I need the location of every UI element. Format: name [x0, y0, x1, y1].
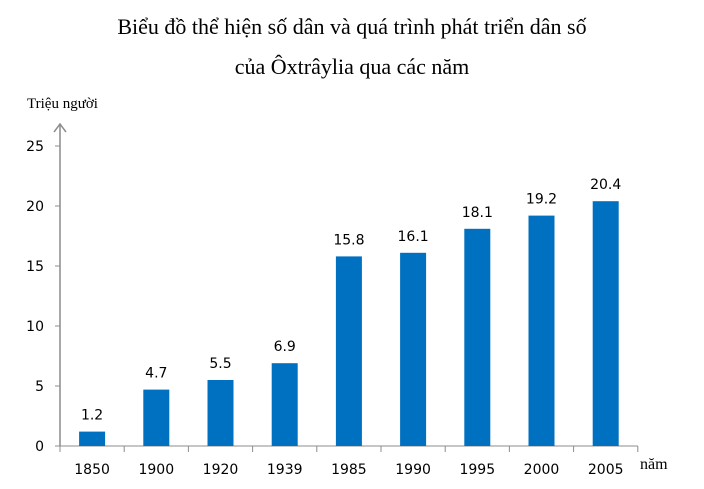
- bar-value-label: 15.8: [333, 232, 364, 248]
- bar-value-label: 16.1: [398, 229, 429, 245]
- bar: [400, 252, 427, 446]
- bar-value-label: 6.9: [274, 339, 296, 355]
- bar-value-label: 18.1: [462, 205, 493, 221]
- bar: [528, 215, 555, 446]
- x-axis-label: năm: [640, 456, 668, 473]
- y-tick-label: 25: [26, 139, 44, 155]
- bar-value-label: 1.2: [81, 408, 103, 424]
- bar-value-label: 4.7: [145, 366, 167, 382]
- x-tick-label: 1920: [203, 462, 239, 478]
- bar: [79, 431, 106, 446]
- chart-subtitle: của Ôxtrâylia qua các năm: [234, 54, 470, 79]
- x-tick-label: 1995: [459, 462, 495, 478]
- y-tick-label: 5: [35, 379, 44, 395]
- x-tick-label: 1985: [331, 462, 367, 478]
- y-axis-arrow-icon: [53, 122, 67, 133]
- x-tick-label: 1990: [395, 462, 431, 478]
- bar-value-label: 20.4: [590, 177, 621, 193]
- bar: [464, 228, 491, 446]
- y-tick-label: 10: [26, 319, 44, 335]
- bar: [271, 363, 298, 446]
- bar: [592, 201, 619, 446]
- y-axis-label: Triệu người: [27, 96, 98, 112]
- x-tick-label: 1850: [74, 462, 110, 478]
- bar: [143, 389, 170, 446]
- y-tick-label: 20: [26, 199, 44, 215]
- y-tick-label: 15: [26, 259, 44, 275]
- x-tick-label: 1900: [138, 462, 174, 478]
- bar-value-label: 5.5: [209, 356, 231, 372]
- x-tick-label: 2005: [588, 462, 624, 478]
- bar: [335, 256, 362, 446]
- bar: [207, 380, 234, 446]
- chart-title: Biểu đồ thể hiện số dân và quá trình phá…: [117, 14, 587, 39]
- x-tick-label: 1939: [267, 462, 303, 478]
- x-tick-label: 2000: [524, 462, 560, 478]
- y-tick-label: 0: [35, 439, 44, 455]
- bar-value-label: 19.2: [526, 192, 557, 208]
